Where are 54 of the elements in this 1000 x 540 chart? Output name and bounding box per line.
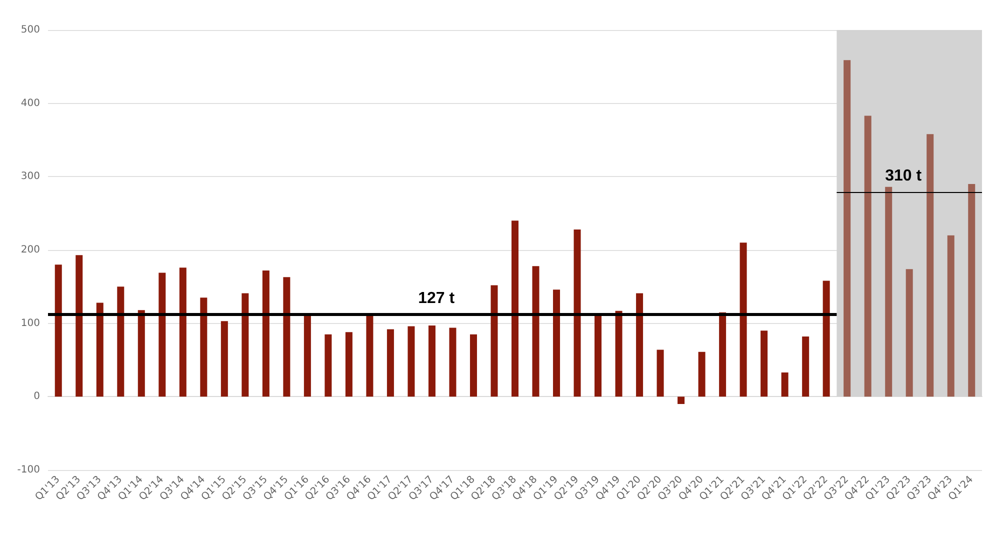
bar <box>242 293 249 397</box>
bar <box>345 332 352 397</box>
bar <box>283 277 290 397</box>
bar <box>594 314 602 397</box>
bar <box>885 186 892 397</box>
y-tick-label: 100 <box>20 318 40 329</box>
bar <box>138 310 145 397</box>
bar <box>781 372 788 397</box>
bar <box>490 285 498 397</box>
bar <box>262 270 270 397</box>
bar <box>304 314 311 397</box>
bar <box>926 134 934 397</box>
bar <box>220 321 228 397</box>
bar <box>532 266 540 397</box>
bar <box>386 329 394 397</box>
bar <box>470 334 477 397</box>
bar <box>615 310 622 397</box>
bar <box>864 116 872 397</box>
bar <box>76 255 83 397</box>
bar <box>553 290 560 397</box>
bar <box>968 184 976 397</box>
bar <box>760 330 768 397</box>
bar <box>512 220 518 397</box>
bar <box>179 268 186 397</box>
bar <box>449 328 456 397</box>
ref-line-label: 127 t <box>418 290 456 308</box>
bar <box>698 352 706 397</box>
bar <box>574 229 581 397</box>
bar <box>408 326 415 397</box>
bar <box>719 312 726 397</box>
bar <box>822 280 830 397</box>
bar <box>200 298 208 397</box>
y-tick-label: -100 <box>17 464 40 476</box>
ref-line-label: 310 t <box>885 168 922 185</box>
bar <box>324 334 332 397</box>
bar <box>636 293 644 397</box>
bar <box>54 264 62 397</box>
bar <box>158 272 166 397</box>
bar <box>906 269 913 397</box>
bar <box>366 314 374 397</box>
y-tick-label: 300 <box>20 171 40 182</box>
y-tick-label: 500 <box>20 24 40 36</box>
y-tick-label: 0 <box>34 391 40 402</box>
bar <box>96 302 104 397</box>
bar <box>428 326 436 397</box>
bar <box>678 396 685 404</box>
y-tick-label: 200 <box>20 244 40 256</box>
y-tick-label: 400 <box>20 98 40 109</box>
bar <box>117 286 124 397</box>
bar <box>740 242 747 397</box>
bar <box>656 350 664 397</box>
bar <box>802 336 810 397</box>
bar <box>947 235 954 397</box>
bar <box>844 60 851 397</box>
